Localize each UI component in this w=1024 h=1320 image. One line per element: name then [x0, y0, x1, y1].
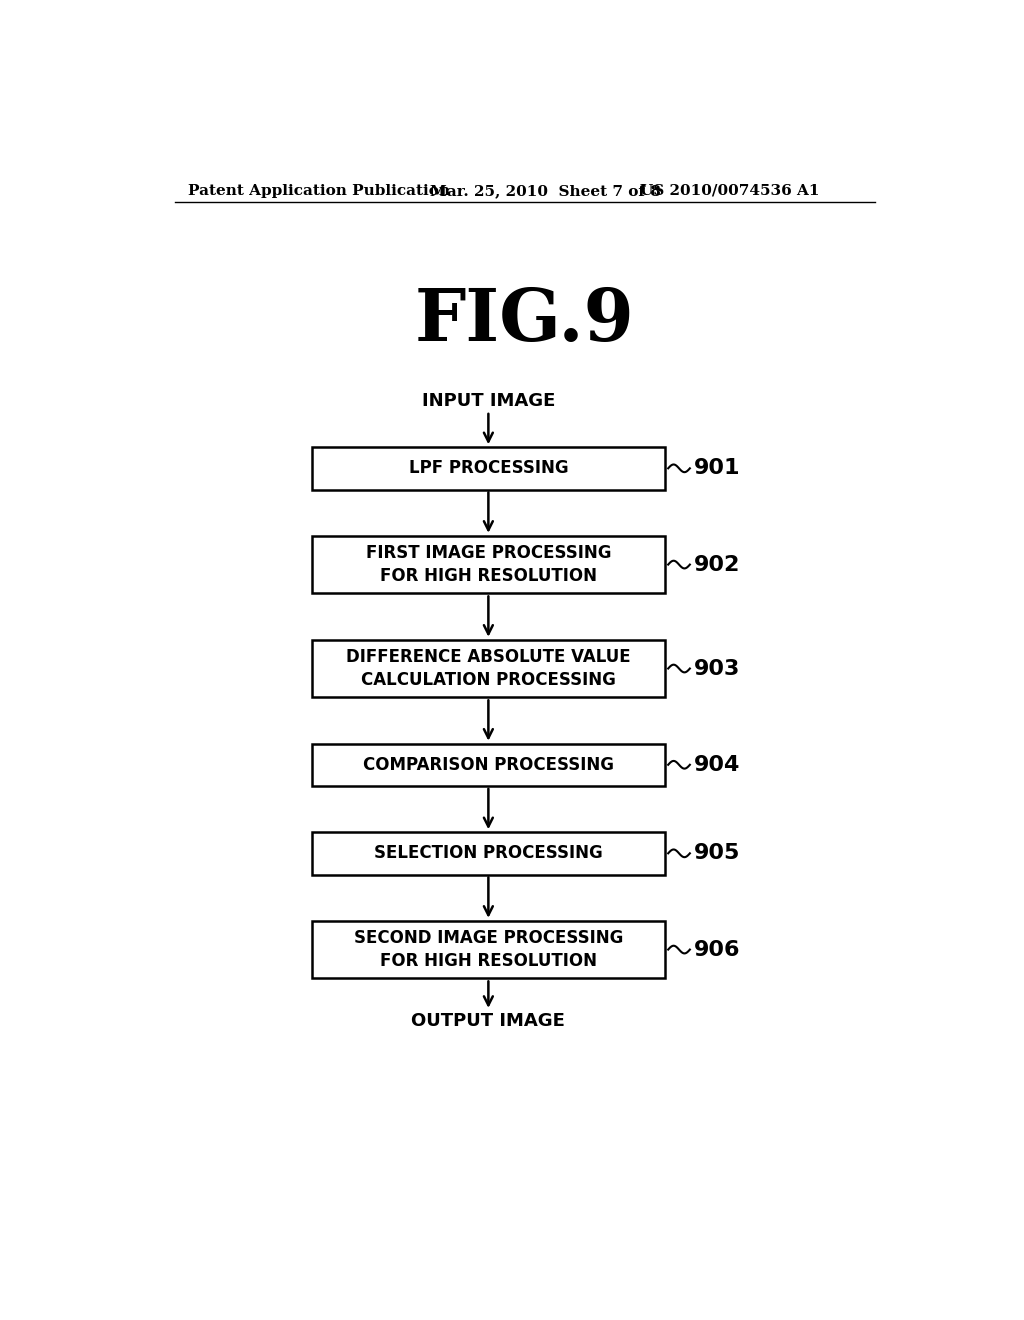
Text: INPUT IMAGE: INPUT IMAGE [422, 392, 555, 411]
Text: SECOND IMAGE PROCESSING
FOR HIGH RESOLUTION: SECOND IMAGE PROCESSING FOR HIGH RESOLUT… [353, 929, 623, 970]
Text: 902: 902 [693, 554, 740, 574]
Text: US 2010/0074536 A1: US 2010/0074536 A1 [640, 183, 819, 198]
FancyBboxPatch shape [311, 640, 665, 697]
Text: 903: 903 [693, 659, 740, 678]
Text: FIG.9: FIG.9 [415, 285, 635, 355]
Text: 906: 906 [693, 940, 740, 960]
FancyBboxPatch shape [311, 447, 665, 490]
Text: SELECTION PROCESSING: SELECTION PROCESSING [374, 845, 603, 862]
Text: LPF PROCESSING: LPF PROCESSING [409, 459, 568, 478]
Text: 901: 901 [693, 458, 740, 478]
FancyBboxPatch shape [311, 832, 665, 875]
Text: Patent Application Publication: Patent Application Publication [188, 183, 451, 198]
Text: COMPARISON PROCESSING: COMPARISON PROCESSING [362, 756, 613, 774]
Text: 904: 904 [693, 755, 740, 775]
Text: FIRST IMAGE PROCESSING
FOR HIGH RESOLUTION: FIRST IMAGE PROCESSING FOR HIGH RESOLUTI… [366, 544, 611, 585]
Text: DIFFERENCE ABSOLUTE VALUE
CALCULATION PROCESSING: DIFFERENCE ABSOLUTE VALUE CALCULATION PR… [346, 648, 631, 689]
FancyBboxPatch shape [311, 743, 665, 785]
FancyBboxPatch shape [311, 536, 665, 594]
Text: Mar. 25, 2010  Sheet 7 of 8: Mar. 25, 2010 Sheet 7 of 8 [430, 183, 662, 198]
FancyBboxPatch shape [311, 921, 665, 978]
Text: OUTPUT IMAGE: OUTPUT IMAGE [412, 1012, 565, 1030]
Text: 905: 905 [693, 843, 740, 863]
